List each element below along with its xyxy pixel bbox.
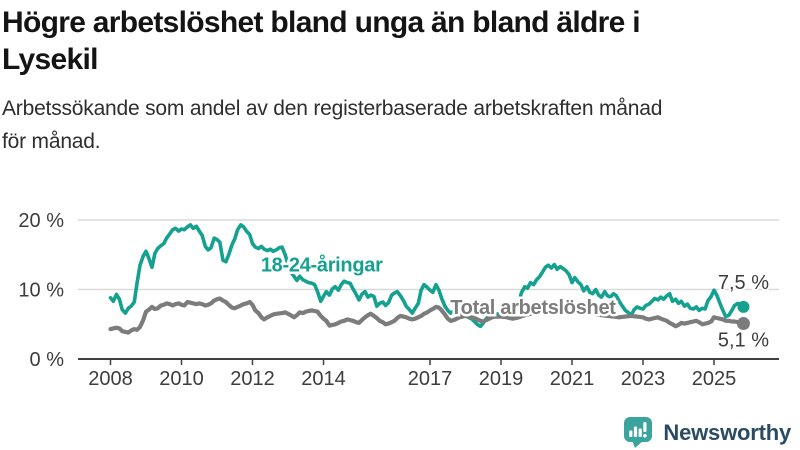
series-end-dot-total [736, 317, 750, 331]
y-tick-label: 10 % [18, 280, 64, 302]
y-tick-label: 20 % [18, 210, 64, 232]
y-tick-label: 0 % [30, 349, 65, 371]
x-tick-label: 2008 [88, 368, 133, 390]
subtitle-line-2: för månad. [2, 130, 101, 153]
newsworthy-icon [624, 417, 653, 448]
chart-subtitle: Arbetssökande som andel av den registerb… [2, 92, 794, 158]
end-value-label-youth: 7,5 % [718, 272, 769, 294]
end-value-label-total: 5,1 % [718, 330, 769, 352]
x-tick-label: 2023 [621, 368, 666, 390]
series-line-total [108, 296, 746, 335]
x-tick-label: 2019 [479, 368, 524, 390]
x-tick-label: 2025 [692, 368, 737, 390]
chart-header: Högre arbetslöshet bland unga än bland ä… [2, 4, 794, 158]
series-end-dot-youth [737, 300, 750, 313]
series-label-total: Total arbetslöshet [450, 297, 616, 319]
subtitle-line-1: Arbetssökande som andel av den registerb… [2, 97, 663, 120]
x-tick-label: 2017 [408, 368, 453, 390]
x-tick-label: 2010 [159, 368, 204, 390]
page-title: Högre arbetslöshet bland unga än bland ä… [2, 4, 794, 78]
x-tick-label: 2021 [550, 368, 595, 390]
newsworthy-logo: Newsworthy [623, 416, 791, 449]
title-line-2: Lysekil [2, 43, 98, 76]
title-line-1: Högre arbetslöshet bland unga än bland ä… [2, 6, 641, 39]
series-line-youth [108, 223, 746, 329]
series-label-youth: 18-24-åringar [261, 253, 383, 276]
x-tick-label: 2014 [301, 368, 346, 390]
brand-name: Newsworthy [663, 419, 791, 445]
x-tick-label: 2012 [230, 368, 275, 390]
